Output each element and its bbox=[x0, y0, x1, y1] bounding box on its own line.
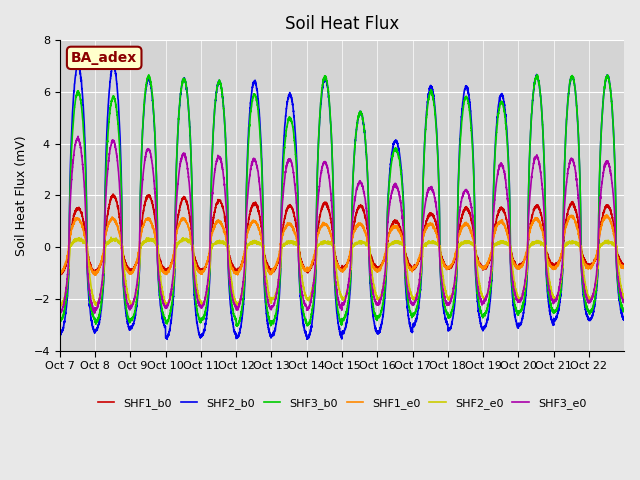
Text: BA_adex: BA_adex bbox=[71, 51, 138, 65]
Line: SHF3_e0: SHF3_e0 bbox=[60, 136, 624, 313]
Y-axis label: Soil Heat Flux (mV): Soil Heat Flux (mV) bbox=[15, 135, 28, 256]
SHF2_b0 bbox=[620, 316, 628, 322]
SHF2_e0 bbox=[364, 241, 371, 247]
SHF3_e0 bbox=[497, 160, 505, 166]
SHF2_e0 bbox=[497, 238, 505, 244]
SHF1_b0 bbox=[364, 226, 371, 231]
SHF2_b0 bbox=[525, 180, 532, 186]
SHF1_e0 bbox=[620, 264, 628, 270]
SHF2_b0 bbox=[364, 166, 371, 171]
SHF3_b0 bbox=[173, 153, 180, 158]
SHF2_e0 bbox=[108, 234, 115, 240]
SHF1_e0 bbox=[540, 231, 547, 237]
SHF2_b0 bbox=[173, 147, 181, 153]
SHF2_b0 bbox=[394, 140, 401, 146]
Title: Soil Heat Flux: Soil Heat Flux bbox=[285, 15, 399, 33]
SHF3_b0 bbox=[56, 316, 63, 322]
SHF1_e0 bbox=[394, 223, 401, 229]
SHF1_b0 bbox=[173, 221, 181, 227]
SHF1_b0 bbox=[525, 233, 532, 239]
SHF2_e0 bbox=[540, 240, 547, 246]
SHF2_e0 bbox=[620, 295, 628, 301]
SHF3_e0 bbox=[525, 209, 532, 215]
SHF3_b0 bbox=[394, 149, 401, 155]
SHF1_e0 bbox=[92, 272, 99, 278]
SHF3_e0 bbox=[74, 133, 82, 139]
SHF2_e0 bbox=[394, 240, 401, 245]
SHF3_b0 bbox=[540, 138, 547, 144]
SHF1_e0 bbox=[525, 233, 532, 239]
Line: SHF2_b0: SHF2_b0 bbox=[60, 65, 624, 339]
SHF1_e0 bbox=[603, 212, 611, 218]
SHF3_b0 bbox=[233, 324, 241, 329]
SHF3_e0 bbox=[540, 197, 547, 203]
Line: SHF2_e0: SHF2_e0 bbox=[60, 237, 624, 306]
SHF3_e0 bbox=[56, 309, 63, 315]
Line: SHF3_b0: SHF3_b0 bbox=[60, 75, 624, 326]
SHF1_b0 bbox=[58, 272, 65, 277]
SHF2_e0 bbox=[173, 241, 181, 247]
Legend: SHF1_b0, SHF2_b0, SHF3_b0, SHF1_e0, SHF2_e0, SHF3_e0: SHF1_b0, SHF2_b0, SHF3_b0, SHF1_e0, SHF2… bbox=[93, 394, 591, 414]
SHF1_b0 bbox=[620, 262, 628, 268]
SHF2_e0 bbox=[56, 299, 63, 304]
SHF2_b0 bbox=[56, 329, 63, 335]
SHF2_b0 bbox=[74, 62, 82, 68]
SHF3_e0 bbox=[620, 300, 628, 305]
SHF2_e0 bbox=[525, 244, 532, 250]
SHF3_e0 bbox=[364, 214, 371, 219]
SHF1_b0 bbox=[540, 223, 547, 228]
SHF3_b0 bbox=[497, 99, 505, 105]
SHF3_e0 bbox=[394, 184, 401, 190]
SHF2_b0 bbox=[540, 138, 547, 144]
SHF2_b0 bbox=[497, 91, 505, 97]
SHF3_b0 bbox=[620, 308, 628, 314]
SHF1_e0 bbox=[173, 228, 180, 234]
Line: SHF1_e0: SHF1_e0 bbox=[60, 215, 624, 275]
Line: SHF1_b0: SHF1_b0 bbox=[60, 194, 624, 275]
SHF1_b0 bbox=[497, 204, 505, 210]
SHF3_e0 bbox=[173, 191, 181, 197]
SHF3_b0 bbox=[534, 72, 541, 78]
SHF1_e0 bbox=[364, 237, 371, 243]
SHF1_b0 bbox=[56, 270, 63, 276]
SHF2_e0 bbox=[57, 303, 65, 309]
SHF3_b0 bbox=[525, 186, 532, 192]
SHF3_b0 bbox=[364, 162, 371, 168]
SHF2_b0 bbox=[163, 336, 171, 342]
SHF1_e0 bbox=[497, 220, 505, 226]
SHF1_e0 bbox=[56, 269, 63, 275]
SHF1_b0 bbox=[394, 219, 401, 225]
SHF1_b0 bbox=[109, 192, 117, 197]
SHF3_e0 bbox=[91, 310, 99, 316]
